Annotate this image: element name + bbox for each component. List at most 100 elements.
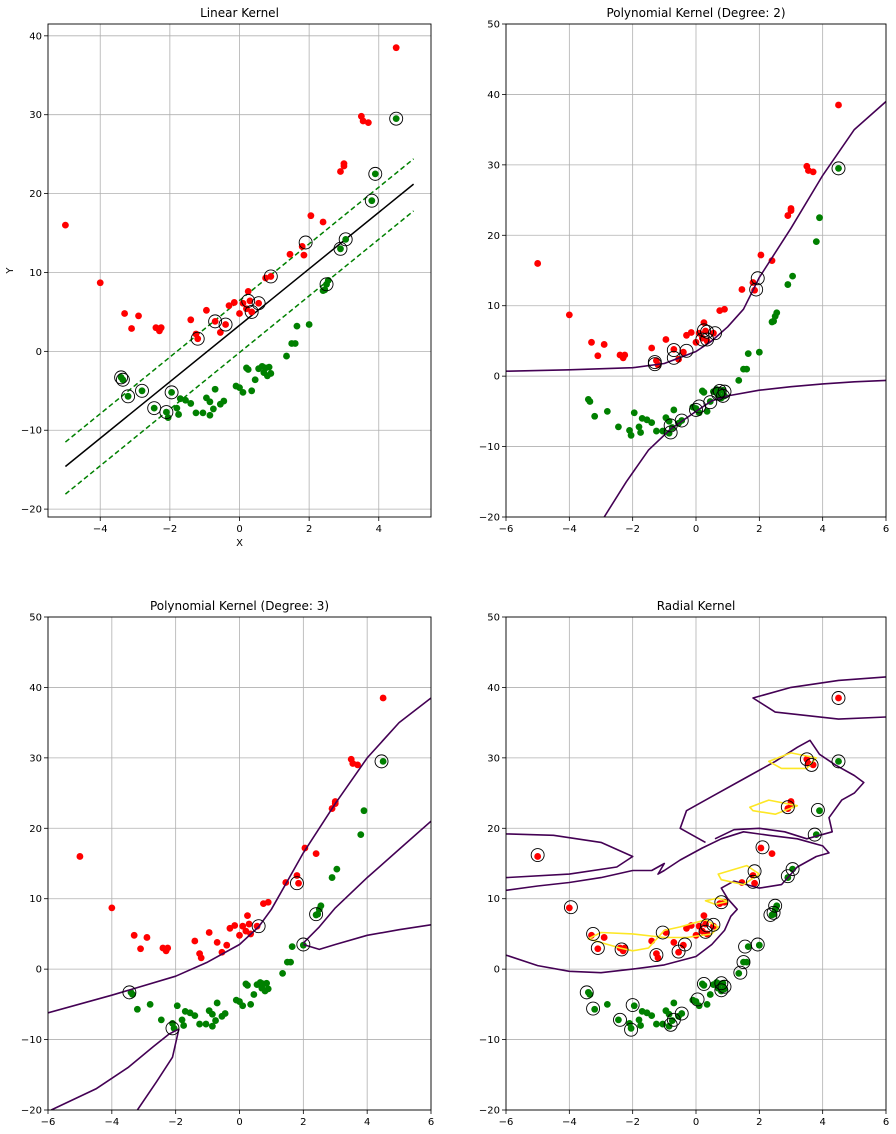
point-red bbox=[231, 922, 239, 929]
support-vector-ring bbox=[655, 925, 670, 940]
point-green bbox=[743, 365, 751, 373]
support-vector-ring bbox=[649, 948, 664, 963]
point-green bbox=[627, 1024, 635, 1032]
support-vector-ring bbox=[698, 924, 713, 939]
point-red bbox=[379, 694, 387, 702]
support-vector-ring bbox=[290, 876, 304, 891]
x-tick-label: −2 bbox=[625, 1117, 640, 1128]
contour-lower-b bbox=[136, 1028, 180, 1110]
point-green bbox=[653, 1020, 660, 1028]
support-vector-ring bbox=[251, 919, 266, 934]
point-green bbox=[129, 991, 136, 998]
point-red bbox=[662, 336, 670, 343]
x-tick-label: 2 bbox=[300, 1117, 306, 1128]
point-green bbox=[333, 865, 341, 873]
y-tick-label: −20 bbox=[21, 1106, 42, 1117]
y-tick-label: 20 bbox=[29, 824, 42, 835]
point-green bbox=[182, 396, 189, 404]
point-green bbox=[251, 376, 259, 384]
point-red bbox=[253, 922, 261, 930]
point-green bbox=[735, 969, 743, 977]
point-green bbox=[835, 164, 842, 172]
point-green bbox=[627, 431, 635, 439]
point-green bbox=[180, 1022, 188, 1029]
support-vector-ring bbox=[338, 232, 353, 247]
support-vector-ring bbox=[135, 383, 149, 398]
point-green bbox=[591, 1005, 599, 1013]
point-green bbox=[265, 363, 273, 371]
x-tick-label: 0 bbox=[236, 1117, 242, 1128]
point-red bbox=[295, 879, 302, 887]
point-red bbox=[687, 329, 695, 336]
point-red bbox=[222, 321, 229, 328]
y-tick-label: 50 bbox=[487, 613, 500, 624]
point-green bbox=[206, 411, 214, 419]
point-green bbox=[615, 1016, 622, 1024]
support-vector-ring bbox=[389, 111, 404, 126]
axes-frame bbox=[505, 616, 887, 1111]
point-green bbox=[591, 412, 599, 420]
point-green bbox=[637, 1022, 644, 1029]
point-red bbox=[213, 938, 221, 946]
point-red bbox=[787, 205, 795, 212]
point-red bbox=[244, 288, 252, 295]
axes-frame bbox=[47, 23, 432, 518]
support-vector-ring bbox=[368, 166, 383, 181]
y-tick-label: −20 bbox=[479, 1106, 500, 1117]
support-vector-ring bbox=[121, 389, 136, 404]
point-red bbox=[670, 345, 678, 353]
point-red bbox=[286, 250, 294, 258]
point-green bbox=[379, 757, 387, 765]
point-green bbox=[178, 1016, 186, 1024]
point-red bbox=[364, 119, 372, 126]
support-vector-ring bbox=[333, 241, 348, 256]
support-vector-ring bbox=[696, 323, 711, 338]
x-tick-label: −4 bbox=[104, 1117, 119, 1128]
point-green bbox=[291, 340, 299, 347]
point-red bbox=[230, 299, 238, 306]
point-red bbox=[194, 335, 202, 343]
chart-title: Linear Kernel bbox=[200, 6, 279, 20]
support-vector-ring bbox=[780, 869, 795, 884]
y-tick-label: 10 bbox=[29, 268, 42, 279]
point-green bbox=[744, 350, 752, 358]
point-green bbox=[191, 1012, 199, 1020]
support-vector-ring bbox=[590, 941, 605, 955]
point-green bbox=[220, 397, 228, 405]
contour-lower bbox=[603, 379, 886, 517]
support-vector-ring bbox=[766, 905, 781, 920]
point-red bbox=[700, 912, 708, 920]
x-tick-label: −4 bbox=[562, 1117, 577, 1128]
y-tick-label: 40 bbox=[29, 683, 42, 694]
point-green bbox=[250, 991, 258, 998]
point-red bbox=[594, 945, 602, 953]
point-green bbox=[192, 409, 200, 417]
point-green bbox=[816, 214, 823, 222]
support-vector-ring bbox=[586, 926, 601, 941]
point-red bbox=[239, 299, 247, 307]
point-red bbox=[223, 941, 231, 949]
point-green bbox=[744, 943, 752, 951]
point-red bbox=[187, 316, 195, 324]
contour-secondary-3 bbox=[749, 799, 799, 815]
point-green bbox=[208, 1022, 216, 1030]
x-tick-label: 0 bbox=[236, 524, 242, 535]
support-vector-ring bbox=[114, 370, 129, 385]
contour-boundary-upper bbox=[679, 739, 865, 844]
contour-upper bbox=[48, 697, 431, 1014]
y-tick-label: −10 bbox=[21, 426, 42, 437]
support-vector-ring bbox=[689, 402, 703, 417]
y-tick-label: 20 bbox=[29, 189, 42, 200]
point-green bbox=[630, 409, 638, 417]
point-green bbox=[199, 409, 207, 417]
point-green bbox=[283, 352, 290, 360]
point-green bbox=[835, 757, 842, 765]
point-green bbox=[703, 407, 711, 415]
point-green bbox=[670, 999, 678, 1007]
point-red bbox=[600, 934, 608, 941]
point-red bbox=[244, 912, 251, 920]
support-vector-ring bbox=[624, 1022, 639, 1037]
support-vector-ring bbox=[733, 965, 748, 980]
